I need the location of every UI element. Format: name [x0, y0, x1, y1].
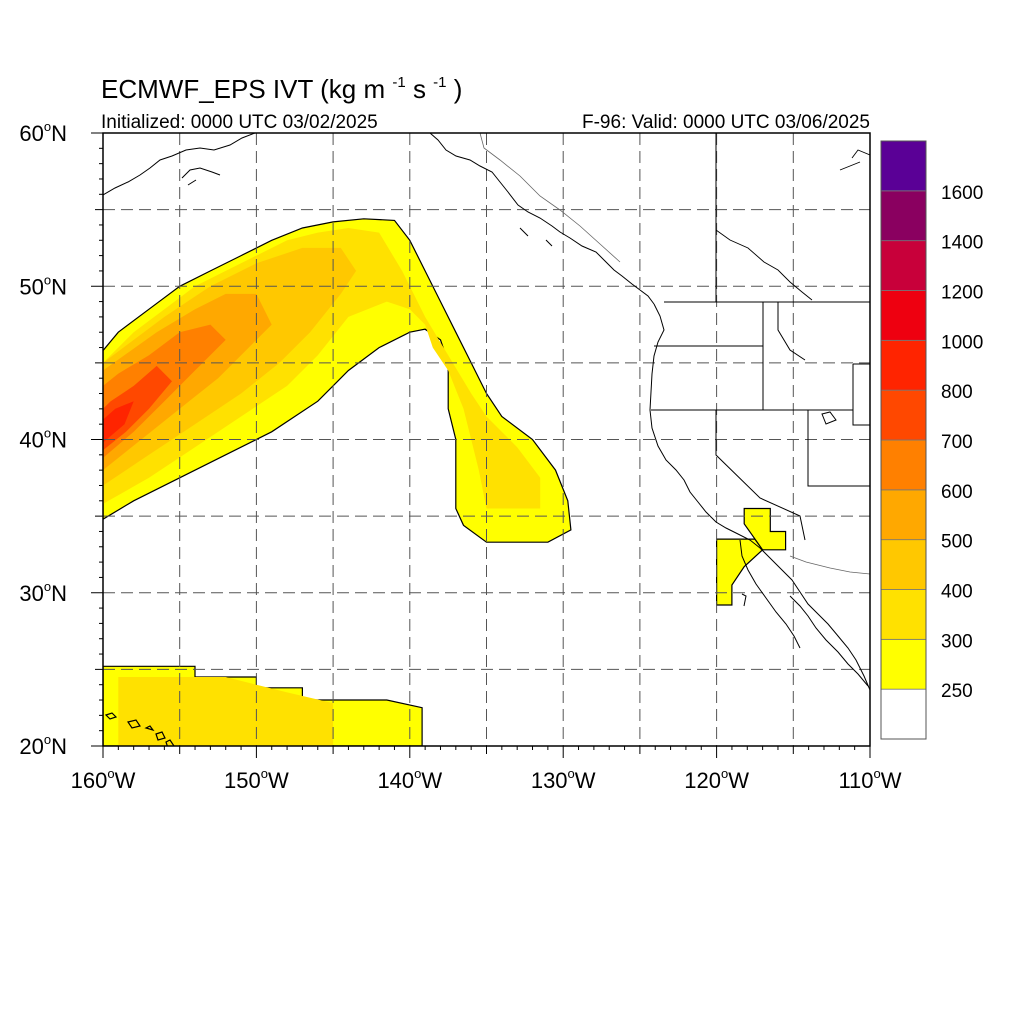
ivt-region-atmospheric-river-600	[103, 324, 226, 458]
baja-coastline	[739, 539, 869, 687]
y-axis-labels: 60oN 50oN 40oN 30oN 20oN	[19, 119, 67, 759]
legend-label: 1600	[941, 183, 983, 204]
legend-swatch	[880, 638, 927, 690]
map-title: ECMWF_EPS IVT (kg m -1 s -1 )	[101, 63, 462, 104]
ivt-region-baja-plume-250	[715, 538, 764, 606]
y-tick-label: 40oN	[19, 426, 67, 453]
y-tick-label: 30oN	[19, 579, 67, 606]
alaska-coastline	[103, 133, 655, 305]
legend-swatch	[880, 389, 927, 441]
axis-ticks	[91, 132, 871, 758]
alaska-border	[479, 133, 621, 263]
legend-swatch	[880, 688, 927, 740]
legend-swatch	[880, 140, 927, 192]
legend-label: 1000	[941, 332, 983, 353]
legend-swatch	[880, 489, 927, 541]
legend-swatch	[880, 539, 927, 590]
subtitle-initialized: Initialized: 0000 UTC 03/02/2025	[101, 112, 378, 133]
legend-swatch	[880, 290, 927, 341]
x-tick-label: 120oW	[684, 766, 749, 793]
x-axis-labels: 160oW 150oW 140oW 130oW 120oW 110oW	[71, 766, 902, 793]
y-tick-label: 60oN	[19, 119, 67, 146]
canada-interior-lines	[715, 149, 870, 301]
ivt-region-hawaii-band-300	[118, 677, 334, 746]
legend-label: 250	[941, 681, 973, 702]
state-borders	[651, 133, 870, 541]
legend-swatch	[880, 339, 927, 391]
legend-label: 700	[941, 432, 973, 453]
legend-label: 300	[941, 631, 973, 652]
legend-swatch	[880, 589, 927, 640]
subtitle-valid-time: F-96: Valid: 0000 UTC 03/06/2025	[582, 112, 870, 133]
legend-label: 400	[941, 582, 973, 603]
x-tick-label: 140oW	[377, 766, 442, 793]
legend-label: 600	[941, 482, 973, 503]
legend-label: 800	[941, 382, 973, 403]
x-tick-label: 130oW	[531, 766, 596, 793]
coastlines-and-borders	[103, 133, 870, 746]
legend-swatch	[880, 240, 927, 291]
ivt-region-atmospheric-river-700	[103, 365, 172, 451]
legend-frame	[880, 140, 927, 740]
us-mexico-border	[789, 555, 870, 575]
channel-islands	[741, 411, 837, 607]
legend-swatch	[880, 190, 927, 242]
x-tick-label: 160oW	[71, 766, 136, 793]
west-coast-coastline	[649, 303, 870, 691]
x-tick-label: 150oW	[224, 766, 289, 793]
y-tick-label: 50oN	[19, 272, 67, 299]
ivt-shading-layer	[103, 218, 787, 746]
x-tick-label: 110oW	[838, 766, 901, 793]
ivt-region-atmospheric-river-800	[103, 401, 134, 443]
ivt-region-atmospheric-river-500	[103, 293, 272, 471]
ivt-region-socal-patch-250	[743, 507, 787, 551]
legend-label: 1200	[941, 283, 983, 304]
legend-swatch	[880, 439, 927, 491]
gridlines	[103, 133, 870, 746]
y-tick-label: 20oN	[19, 732, 67, 759]
hawaii-islands	[104, 712, 175, 746]
map-plot-area	[103, 133, 870, 746]
legend-label: 1400	[941, 233, 983, 254]
legend-label: 500	[941, 532, 973, 553]
ivt-color-legend: 250 300 400 500 600 700 800 1000 1200 1400 1600	[880, 140, 983, 740]
